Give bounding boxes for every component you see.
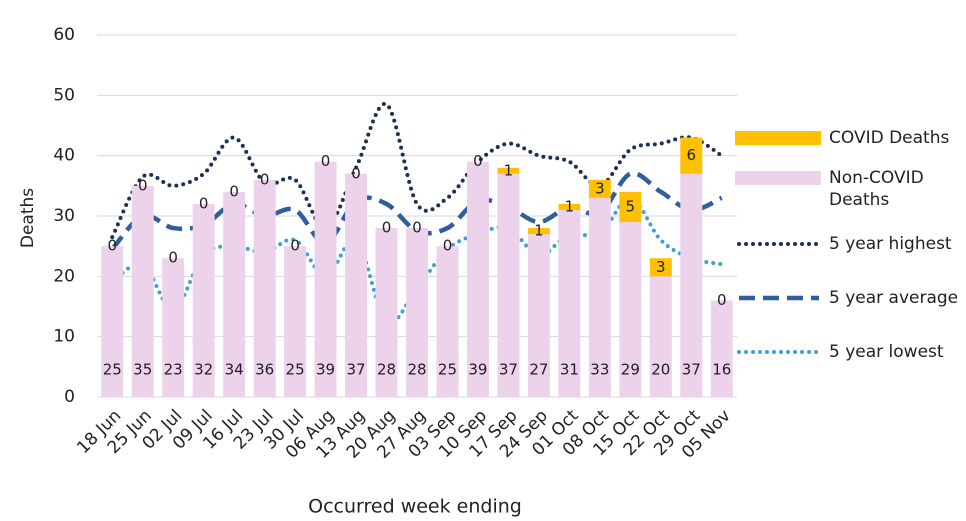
bar-segment <box>527 228 550 235</box>
data-label: 32 <box>194 361 213 379</box>
bar-segment <box>619 191 642 223</box>
bar-segment <box>497 173 520 397</box>
data-label: 37 <box>682 361 701 379</box>
y-axis-title: Deaths <box>18 188 38 248</box>
bar-segment <box>649 276 672 397</box>
y-tick-label: 20 <box>53 266 75 286</box>
bar-segment <box>619 222 642 397</box>
data-label: 31 <box>560 361 579 379</box>
bar-segment <box>680 173 703 397</box>
bar-segment <box>162 258 185 397</box>
data-label: 37 <box>499 361 518 379</box>
bar-segment <box>680 137 703 174</box>
data-label: 1 <box>504 161 514 179</box>
data-label: 0 <box>382 219 392 237</box>
data-label: 25 <box>286 361 305 379</box>
data-label: 28 <box>377 361 396 379</box>
data-label: 28 <box>407 361 426 379</box>
bar-segment <box>527 234 550 397</box>
bar-segment <box>649 258 672 277</box>
data-label: 0 <box>107 237 117 255</box>
bar-segment <box>588 197 611 397</box>
bar-segment <box>497 167 520 174</box>
legend-label: Non-COVID Deaths <box>829 168 924 210</box>
data-label: 3 <box>595 179 605 197</box>
y-tick-label: 0 <box>64 387 75 407</box>
bar-segment <box>314 161 337 397</box>
data-label: 34 <box>225 361 244 379</box>
bar-segment <box>223 191 246 397</box>
bar-segment <box>192 203 215 397</box>
data-label: 35 <box>133 361 152 379</box>
legend-label: 5 year average <box>829 288 958 308</box>
bar-segment <box>406 228 428 397</box>
data-label: 16 <box>712 361 731 379</box>
data-label: 1 <box>534 222 544 240</box>
bar-segment <box>131 185 154 397</box>
data-label: 33 <box>590 361 609 379</box>
y-tick-label: 10 <box>53 327 75 347</box>
data-label: 0 <box>168 249 178 267</box>
data-label: 20 <box>651 361 670 379</box>
y-tick-label: 30 <box>53 206 75 226</box>
line-series <box>110 102 724 240</box>
data-label: 6 <box>687 146 697 164</box>
data-label: 0 <box>443 237 453 255</box>
data-label: 29 <box>621 361 640 379</box>
data-label: 25 <box>103 361 122 379</box>
legend-label: 5 year highest <box>829 234 952 254</box>
legend-label: COVID Deaths <box>829 128 949 148</box>
data-label: 0 <box>199 194 209 212</box>
bar-segment <box>345 173 368 397</box>
legend-swatch <box>735 171 821 185</box>
data-label: 36 <box>255 361 274 379</box>
data-label: 37 <box>347 361 366 379</box>
data-label: 39 <box>468 361 487 379</box>
data-label: 0 <box>260 170 270 188</box>
data-label: 0 <box>321 152 331 170</box>
bar-segment <box>588 179 611 198</box>
data-label: 0 <box>717 291 727 309</box>
bar-segment <box>558 203 581 210</box>
legend-swatch <box>735 131 821 145</box>
data-label: 0 <box>229 182 239 200</box>
legend-label: 5 year lowest <box>829 342 944 362</box>
bar-segment <box>710 300 733 397</box>
data-label: 23 <box>164 361 183 379</box>
bar-segment <box>436 246 459 397</box>
data-label: 5 <box>626 197 636 215</box>
legend-line: Non-COVID <box>829 168 924 188</box>
data-label: 0 <box>473 152 483 170</box>
legend-line: Deaths <box>829 190 889 210</box>
data-label: 1 <box>565 197 575 215</box>
bar-segment <box>558 209 581 397</box>
data-label: 0 <box>138 176 148 194</box>
bar-segment <box>466 161 489 397</box>
x-axis-title: Occurred week ending <box>308 496 522 518</box>
data-label: 27 <box>529 361 548 379</box>
bar-segment <box>375 228 398 397</box>
bar-segment <box>284 246 307 397</box>
y-tick-label: 60 <box>53 25 75 45</box>
data-label: 3 <box>656 258 666 276</box>
data-label: 39 <box>316 361 335 379</box>
data-label: 0 <box>290 237 300 255</box>
bar-segment <box>101 246 124 397</box>
data-label: 0 <box>412 219 422 237</box>
data-label: 0 <box>351 164 361 182</box>
y-tick-label: 50 <box>53 85 75 105</box>
data-label: 25 <box>438 361 457 379</box>
y-tick-label: 40 <box>53 146 75 166</box>
bar-segment <box>253 179 276 397</box>
